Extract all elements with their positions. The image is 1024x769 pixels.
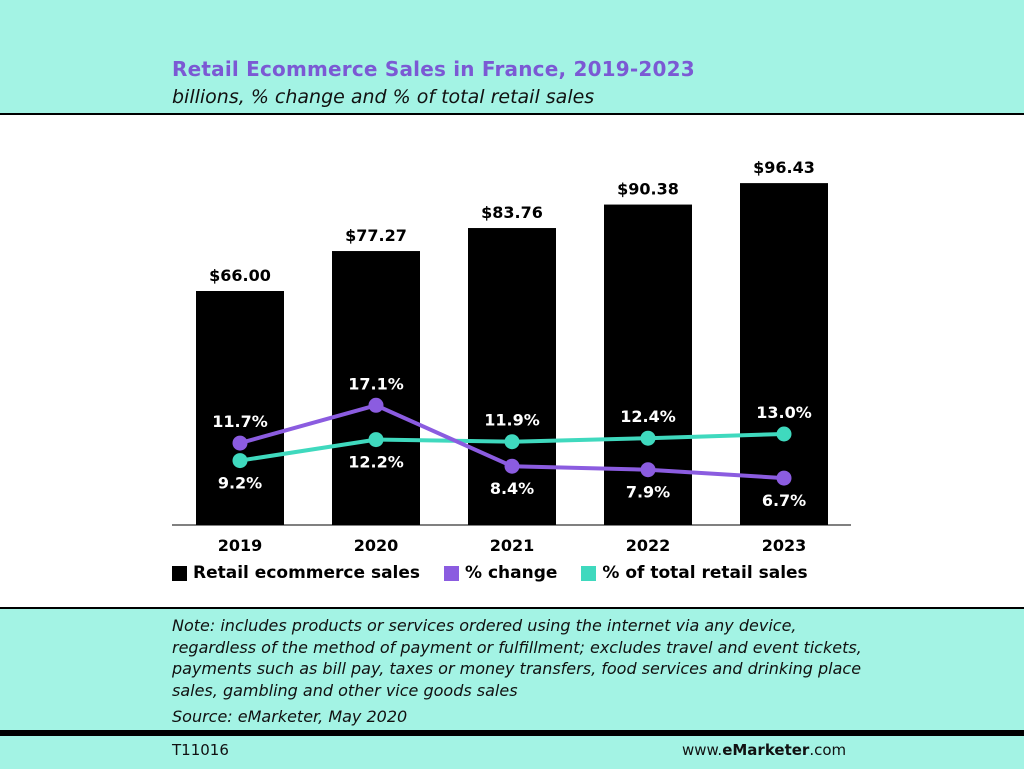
x-tick-label-2020: 2020 [354, 536, 399, 555]
pct-change-point-2021 [504, 458, 520, 474]
x-tick-label-2021: 2021 [490, 536, 535, 555]
bar-value-label-2023: $96.43 [753, 158, 815, 177]
pct-total-label-2022: 12.4% [620, 407, 676, 426]
pct-change-label-2023: 6.7% [762, 491, 806, 510]
chart-footer: Note: includes products or services orde… [0, 607, 1024, 769]
x-tick-label-2023: 2023 [762, 536, 807, 555]
pct-change-label-2022: 7.9% [626, 483, 670, 502]
footer-divider [0, 730, 1024, 736]
pct-change-point-2022 [640, 462, 656, 478]
legend-label-pct-total: % of total retail sales [602, 563, 808, 583]
pct-change-label-2021: 8.4% [490, 479, 534, 498]
chart-header: Retail Ecommerce Sales in France, 2019-2… [0, 0, 1024, 115]
legend-label-bars: Retail ecommerce sales [193, 563, 421, 583]
legend-item-pct-total: % of total retail sales [581, 563, 808, 583]
chart-legend: Retail ecommerce sales % change % of tot… [172, 563, 832, 583]
pct-total-label-2019: 9.2% [218, 474, 262, 493]
pct-total-label-2021: 11.9% [484, 411, 540, 430]
brand-name: eMarketer [722, 741, 810, 759]
source-note: Source: eMarketer, May 2020 [172, 707, 408, 726]
pct-change-label-2019: 11.7% [212, 412, 268, 431]
pct-total-point-2023 [776, 426, 792, 442]
bar-value-label-2021: $83.76 [481, 203, 543, 222]
bar-2020 [332, 251, 420, 525]
pct-change-point-2023 [776, 470, 792, 486]
brand-url: www.eMarketer.com [682, 741, 846, 759]
bar-2019 [196, 291, 284, 525]
x-tick-label-2019: 2019 [218, 536, 263, 555]
chart-subtitle: billions, % change and % of total retail… [172, 86, 595, 108]
pct-total-label-2023: 13.0% [756, 403, 812, 422]
pct-total-point-2021 [504, 434, 520, 450]
pct-total-point-2022 [640, 430, 656, 446]
chart-area: $66.00 $77.27 $83.76 $90.38 $96.43 2019 2020 20… [0, 115, 1024, 608]
footnote: Note: includes products or services orde… [172, 616, 862, 700]
pct-total-label-2020: 12.2% [348, 453, 404, 472]
chart-id: T11016 [172, 741, 229, 759]
combo-chart: $66.00 $77.27 $83.76 $90.38 $96.43 2019 2020 20… [172, 158, 851, 555]
bar-2021 [468, 228, 556, 526]
pct-change-point-2019 [232, 435, 248, 451]
brand-suffix: .com [809, 741, 847, 759]
pct-change-point-2020 [368, 397, 384, 413]
legend-swatch-pct-total [581, 565, 597, 581]
legend-swatch-bars [172, 565, 187, 581]
pct-total-point-2020 [368, 432, 384, 448]
legend-item-bars: Retail ecommerce sales [172, 563, 420, 583]
pct-total-point-2019 [232, 453, 248, 469]
bar-value-label-2020: $77.27 [345, 226, 407, 245]
brand-prefix: www. [682, 741, 723, 759]
bar-value-label-2019: $66.00 [209, 266, 271, 285]
chart-title: Retail Ecommerce Sales in France, 2019-2… [172, 57, 695, 81]
legend-swatch-pct-change [444, 565, 460, 581]
x-tick-label-2022: 2022 [626, 536, 671, 555]
legend-item-pct-change: % change [444, 563, 557, 583]
bar-value-label-2022: $90.38 [617, 180, 679, 199]
pct-change-label-2020: 17.1% [348, 374, 404, 393]
legend-label-pct-change: % change [465, 563, 558, 583]
bar-2023 [740, 183, 828, 525]
